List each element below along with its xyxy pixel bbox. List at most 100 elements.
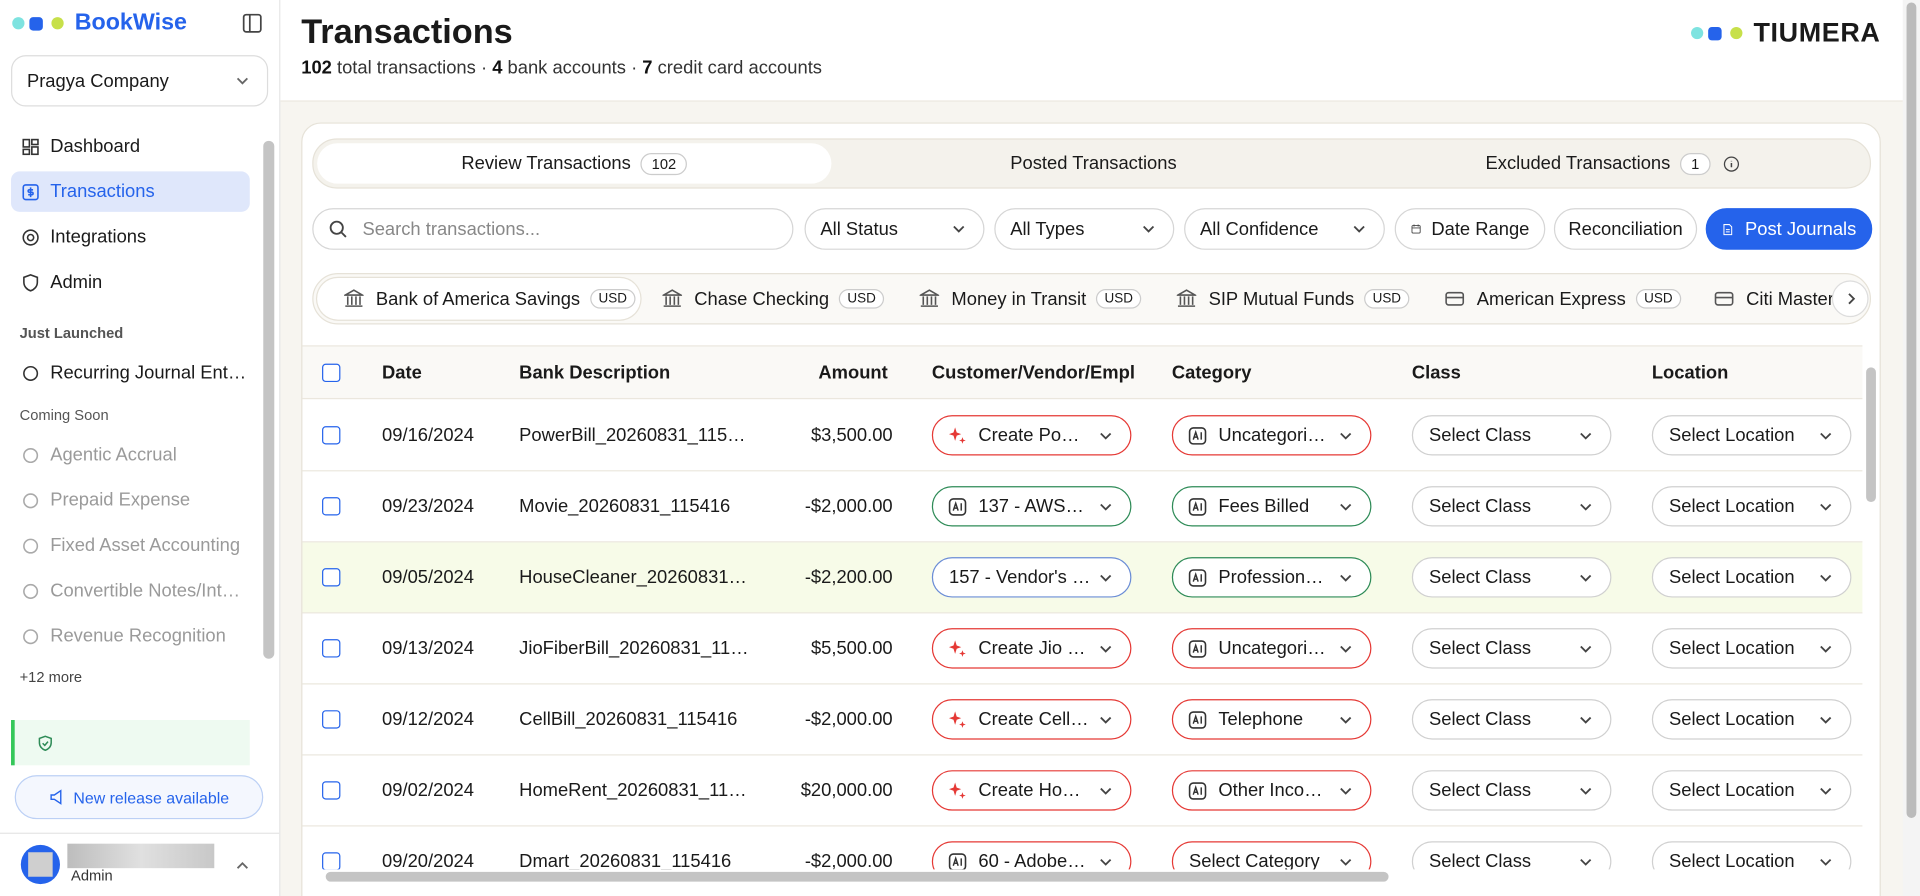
table-header: Date Bank Description Amount Customer/Vendo… (302, 346, 1863, 400)
location-select[interactable]: Select Location (1651, 770, 1852, 811)
account-chip[interactable]: American Express USD (1435, 278, 1682, 320)
post-journals-label: Post Journals (1745, 218, 1857, 240)
icon-part (1708, 26, 1722, 41)
pill-text: Select Class (1428, 637, 1532, 659)
date-range-button[interactable]: Date Range (1394, 208, 1546, 250)
account-chip[interactable]: Bank of America Savings USD (317, 277, 641, 320)
icon-part (1340, 645, 1352, 653)
account-chip[interactable]: SIP Mutual Funds USD (1167, 278, 1410, 320)
row-checkbox[interactable] (322, 639, 341, 658)
class-select[interactable]: Select Class (1411, 770, 1612, 811)
class-select[interactable]: Select Class (1411, 841, 1612, 872)
filter-dropdown[interactable]: All Types (994, 208, 1175, 250)
pill-text: Select Class (1428, 708, 1532, 730)
icon-part (29, 17, 43, 31)
account-chip[interactable]: Money in Transit USD (910, 278, 1142, 320)
category-select[interactable]: Other Inco… (1171, 770, 1372, 811)
sidebar-scrollbar (263, 140, 275, 659)
nav-item[interactable]: Recurring Journal Ent… (11, 353, 250, 393)
vendor-select[interactable]: Create Cell… (931, 699, 1132, 740)
row-checkbox[interactable] (322, 852, 341, 871)
class-select[interactable]: Select Class (1411, 699, 1612, 740)
icon-part (1691, 26, 1704, 40)
vendor-select[interactable]: 60 - Adobe… (931, 841, 1132, 872)
category-select[interactable]: Uncategori… (1171, 415, 1372, 456)
row-checkbox[interactable] (322, 497, 341, 516)
date-range-label: Date Range (1431, 218, 1530, 240)
tab[interactable]: Excluded Transactions 1 (1356, 143, 1870, 183)
nav-item[interactable]: Integrations (11, 217, 250, 257)
row-checkbox[interactable] (322, 568, 341, 587)
more-link[interactable]: +12 more (19, 668, 83, 686)
pill-text: Select Location (1668, 566, 1795, 588)
vendor-select[interactable]: Create Jio … (931, 628, 1132, 669)
location-select[interactable]: Select Location (1651, 415, 1852, 456)
icon-part (1188, 639, 1207, 658)
icon (1580, 432, 1592, 440)
reconciliation-button[interactable]: Reconciliation (1553, 208, 1698, 250)
icon-part (1100, 858, 1112, 866)
class-select[interactable]: Select Class (1411, 557, 1612, 598)
icon-part (953, 225, 965, 233)
account-name: Citi Master (1746, 288, 1834, 310)
row-checkbox[interactable] (322, 781, 341, 800)
user-menu[interactable] (235, 857, 250, 878)
category-select[interactable]: Telephone (1171, 699, 1372, 740)
account-icon (1445, 289, 1465, 309)
location-select[interactable]: Select Location (1651, 486, 1852, 527)
company-select[interactable]: Pragya Company (11, 55, 269, 107)
category-select[interactable]: Fees Billed (1171, 486, 1372, 527)
hscroll-thumb (325, 871, 1389, 882)
category-select[interactable]: Select Category (1171, 841, 1372, 872)
class-select[interactable]: Select Class (1411, 486, 1612, 527)
filter-dropdown[interactable]: All Status (804, 208, 985, 250)
filter-dropdown[interactable]: All Confidence (1184, 208, 1385, 250)
account-chip[interactable]: Chase Checking USD (653, 278, 885, 320)
row-checkbox[interactable] (322, 710, 341, 729)
icon (1100, 503, 1112, 511)
class-select[interactable]: Select Class (1411, 415, 1612, 456)
icon-part (1723, 223, 1733, 235)
pill-text: Select Location (1668, 424, 1795, 446)
vendor-select[interactable]: 157 - Vendor's … (931, 557, 1132, 598)
location-select[interactable]: Select Location (1651, 628, 1852, 669)
post-journals-button[interactable]: Post Journals (1705, 208, 1873, 250)
accounts-next-button[interactable] (1831, 280, 1869, 318)
table-row: 09/12/2024 CellBill_20260831_115416 -$2,00… (302, 684, 1863, 756)
icon (1100, 645, 1112, 653)
class-select[interactable]: Select Class (1411, 628, 1612, 669)
vendor-select[interactable]: Create Po… (931, 415, 1132, 456)
stat-count: 102 (301, 57, 332, 79)
nav-item[interactable]: Admin (11, 262, 250, 302)
account-icon (344, 289, 364, 309)
icon-part (22, 138, 31, 148)
account-currency: USD (1635, 288, 1682, 309)
pill-text: Uncategori… (1218, 424, 1326, 446)
collapse-button[interactable] (242, 13, 262, 37)
icon (948, 710, 966, 728)
pill-text: Create Ho… (978, 780, 1081, 801)
description: HomeRent_20260831_11… (519, 780, 747, 801)
release-button[interactable]: New release available (14, 775, 264, 820)
row-checkbox[interactable] (322, 426, 341, 445)
nav-item[interactable]: Transactions (11, 171, 250, 212)
nav-label: Prepaid Expense (50, 489, 191, 511)
icon (236, 77, 248, 85)
icon (1820, 432, 1832, 440)
vendor-select[interactable]: Create Ho… (931, 770, 1132, 811)
account-chip[interactable]: Citi Master (1704, 278, 1834, 320)
select-all-checkbox[interactable] (322, 363, 341, 383)
location-select[interactable]: Select Location (1651, 557, 1852, 598)
vendor-select[interactable]: 137 - AWS… (931, 486, 1132, 527)
tab-count: 1 (1680, 152, 1711, 175)
search-input[interactable]: Search transactions... (312, 208, 794, 250)
location-select[interactable]: Select Location (1651, 699, 1852, 740)
tab[interactable]: Posted Transactions (836, 143, 1350, 183)
location-select[interactable]: Select Location (1651, 841, 1852, 872)
nav-item[interactable]: Dashboard (11, 126, 250, 166)
pill-text: Select Class (1428, 495, 1532, 517)
icon-part (38, 735, 52, 752)
tab[interactable]: Review Transactions 102 (317, 143, 832, 184)
category-select[interactable]: Uncategori… (1171, 628, 1372, 669)
category-select[interactable]: Profession… (1171, 557, 1372, 598)
